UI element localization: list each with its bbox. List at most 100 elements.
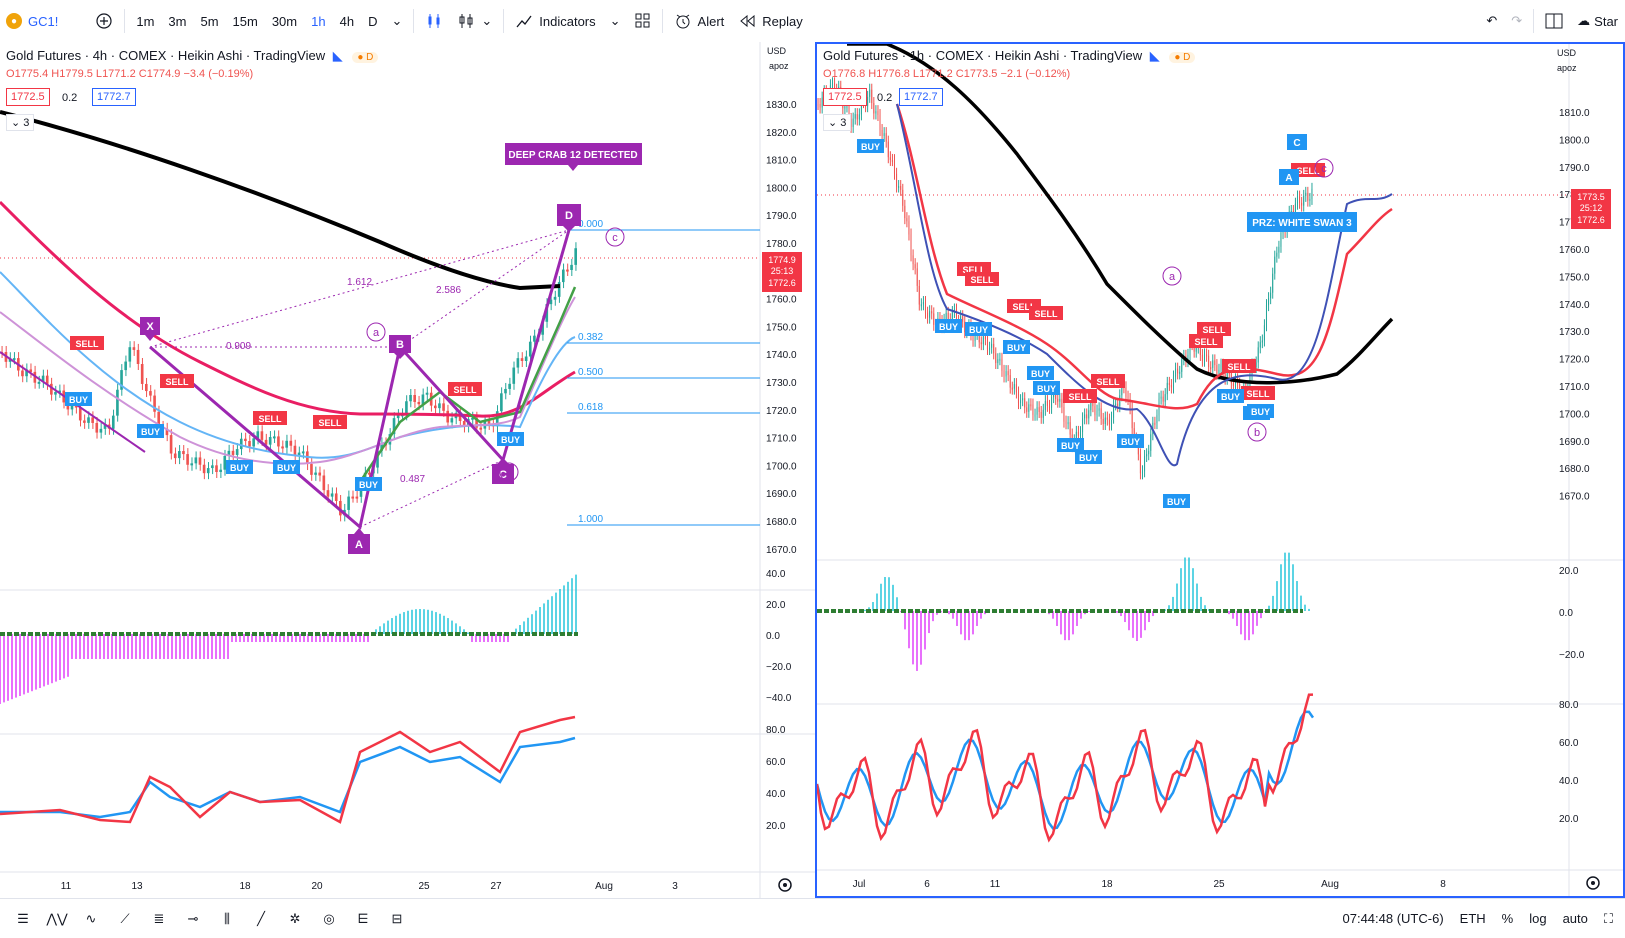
candle-body [285, 441, 288, 448]
signal-text: SELL [453, 385, 477, 395]
axis-label: 1730.0 [766, 378, 797, 389]
symbol-name[interactable]: GC1! [28, 14, 58, 29]
settings-gear-icon[interactable] [1587, 877, 1599, 889]
candle-body [1165, 394, 1166, 401]
bar-style-button[interactable] [418, 0, 450, 42]
candle-body [1150, 434, 1151, 451]
rsi-axis: 80.060.040.020.0 [766, 725, 786, 832]
trend-angle-tool[interactable]: ⟋ [110, 905, 140, 933]
fullscreen-icon[interactable]: ⛶ [1604, 911, 1613, 927]
scale-mode[interactable]: apoz [1557, 63, 1577, 73]
session-button[interactable]: ETH [1460, 911, 1486, 926]
replay-button[interactable]: Replay [731, 0, 809, 42]
buy-price-button[interactable]: 1772.7 [92, 88, 136, 106]
cycle-tool[interactable]: ◎ [314, 905, 344, 933]
horizontal-ray-tool[interactable]: ⊸ [178, 905, 208, 933]
interval-5m[interactable]: 5m [193, 0, 225, 42]
time-label: Aug [1321, 879, 1339, 890]
divider [503, 9, 504, 33]
chart-type-button[interactable]: ⌄ [450, 0, 499, 42]
left-chart-canvas[interactable]: 0.000 0.382 0.500 0.618 1.000 1.612 2.58… [0, 42, 815, 898]
long-position-tool[interactable]: ⊟ [382, 905, 412, 933]
settings-gear-icon[interactable] [779, 879, 791, 891]
axis-label: 20.0 [766, 821, 786, 832]
menu-icon: ☰ [17, 911, 29, 927]
candle-body [318, 473, 321, 476]
templates-button[interactable] [628, 0, 658, 42]
interval-d[interactable]: D [361, 0, 384, 42]
top-toolbar: ● GC1! 1m 3m 5m 15m 30m 1h 4h D ⌄ ⌄ Indi… [0, 0, 1625, 43]
sell-price-button[interactable]: 1772.5 [6, 88, 50, 106]
redo-button[interactable]: ↷ [1504, 0, 1529, 42]
cloud-icon: ☁ [1577, 13, 1590, 29]
network-tool[interactable]: ✲ [280, 905, 310, 933]
candle-body [133, 347, 136, 350]
chart-legend[interactable]: Gold Futures · 1h · COMEX · Heikin Ashi … [823, 48, 1195, 64]
chart-title[interactable]: Gold Futures · 1h · COMEX · Heikin Ashi … [823, 48, 1142, 63]
candle-body [900, 186, 901, 190]
interval-15m[interactable]: 15m [226, 0, 265, 42]
candle-body [199, 457, 202, 464]
menu-tool[interactable]: ☰ [8, 905, 38, 933]
interval-3m[interactable]: 3m [161, 0, 193, 42]
change-value: −3.4 (−0.19%) [183, 68, 253, 80]
price-axis[interactable]: 1830.01820.01810.01800.01790.01780.01770… [766, 100, 797, 556]
collapse-indicators-button[interactable]: ⌄ 3 [6, 114, 34, 131]
price-axis[interactable]: 1810.01800.01790.01780.01770.01760.01750… [1559, 108, 1590, 503]
interval-1m[interactable]: 1m [129, 0, 161, 42]
candle-body [1105, 418, 1106, 424]
collapse-indicators-button[interactable]: ⌄ 3 [823, 114, 851, 131]
symbol-search[interactable]: ● GC1! [0, 13, 58, 29]
axis-label: 1830.0 [766, 100, 797, 111]
chart-legend[interactable]: Gold Futures · 4h · COMEX · Heikin Ashi … [6, 48, 378, 64]
elliott-tool[interactable]: ∿ [76, 905, 106, 933]
candle-body [141, 364, 144, 384]
scale-mode[interactable]: apoz [769, 61, 789, 71]
compare-button[interactable] [88, 0, 120, 42]
candle-body [1097, 411, 1098, 416]
candle-body [112, 416, 115, 429]
log-toggle[interactable]: log [1529, 911, 1546, 926]
candle-body [1280, 233, 1281, 247]
axis-label: 60.0 [766, 757, 786, 768]
clock[interactable]: 07:44:48 (UTC-6) [1343, 911, 1444, 926]
layout-button[interactable] [1538, 0, 1570, 42]
wave-label-b: b [1248, 423, 1266, 441]
sell-price-button[interactable]: 1772.5 [823, 88, 867, 106]
buy-price-button[interactable]: 1772.7 [899, 88, 943, 106]
chart-title[interactable]: Gold Futures · 4h · COMEX · Heikin Ashi … [6, 48, 325, 63]
candle-body [203, 465, 206, 473]
axis-label: 20.0 [1559, 566, 1579, 577]
indicators-button[interactable]: Indicators ⌄ [508, 0, 627, 42]
currency-label[interactable]: USD [767, 46, 787, 56]
candle-body [170, 435, 173, 453]
horizontal-ray-icon: ⊸ [188, 911, 199, 927]
measure-tool[interactable]: ⫼ [212, 905, 242, 933]
interval-1h[interactable]: 1h [304, 0, 332, 42]
candle-body [927, 313, 928, 318]
percent-toggle[interactable]: % [1502, 911, 1514, 926]
channel-tool[interactable]: ⋿ [348, 905, 378, 933]
alert-button[interactable]: Alert [667, 0, 732, 42]
trend-line-icon: ╱ [257, 911, 265, 927]
pattern-tool[interactable]: ⋀⋁ [42, 905, 72, 933]
trend-line-tool[interactable]: ╱ [246, 905, 276, 933]
fib-tool[interactable]: ≣ [144, 905, 174, 933]
left-chart-pane[interactable]: 0.000 0.382 0.500 0.618 1.000 1.612 2.58… [0, 42, 815, 898]
auto-toggle[interactable]: auto [1563, 911, 1588, 926]
save-cloud-button[interactable]: ☁ Star [1570, 0, 1625, 42]
candle-body [1006, 371, 1007, 376]
rewind-icon [738, 12, 756, 30]
interval-30m[interactable]: 30m [265, 0, 304, 42]
currency-label[interactable]: USD [1557, 48, 1577, 58]
candle-body [925, 302, 926, 313]
candle-body [898, 186, 899, 188]
interval-4h[interactable]: 4h [333, 0, 361, 42]
time-label: 6 [924, 879, 930, 890]
undo-button[interactable]: ↶ [1479, 0, 1504, 42]
interval-dropdown[interactable]: ⌄ [384, 0, 409, 42]
